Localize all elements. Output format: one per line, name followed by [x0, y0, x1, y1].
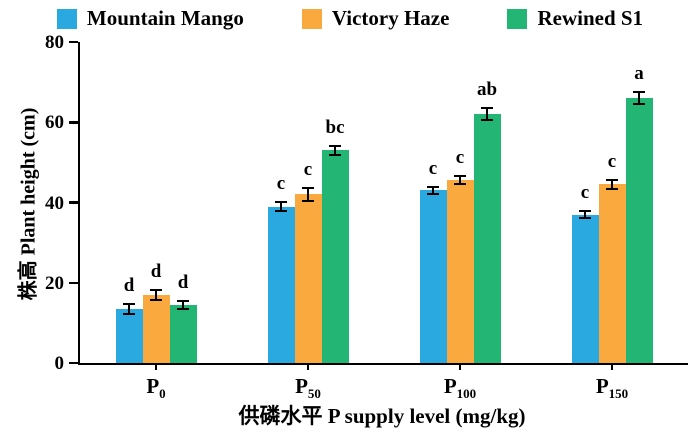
error-bar-cap	[275, 200, 287, 203]
significance-letter: bc	[325, 116, 345, 138]
legend-swatch-icon	[56, 8, 77, 29]
bar-rewined-s1	[169, 304, 197, 363]
bar-rewined-s1	[473, 114, 501, 363]
error-bar	[307, 188, 309, 201]
bar-victory-haze	[598, 184, 626, 363]
bar-mountain-mango	[115, 308, 143, 363]
x-tick-label: P0	[146, 374, 166, 402]
significance-letter: c	[303, 159, 313, 181]
error-bar-cap	[579, 210, 591, 213]
legend-label: Rewined S1	[537, 6, 644, 30]
legend-swatch-icon	[301, 8, 322, 29]
bar-mountain-mango	[419, 190, 447, 363]
plot-area: 0 20 40 60 80 P0 d d d P50 c c bc P100 c c ab P150 c c a	[45, 33, 688, 401]
error-bar-cap	[606, 178, 618, 181]
y-tick-mark	[69, 201, 78, 204]
error-bar-cap	[633, 91, 645, 94]
x-tick-mark	[306, 363, 310, 370]
error-bar-cap	[454, 183, 466, 186]
error-bar-cap	[454, 175, 466, 178]
y-tick-mark	[69, 281, 78, 284]
error-bar-cap	[123, 312, 135, 315]
significance-letter: c	[455, 147, 465, 169]
error-bar-cap	[427, 192, 439, 195]
error-bar-cap	[302, 187, 314, 190]
significance-letter: d	[177, 271, 189, 293]
error-bar-cap	[427, 186, 439, 189]
legend-label: Mountain Mango	[86, 6, 244, 30]
bar-rewined-s1	[321, 150, 349, 363]
significance-letter: d	[150, 260, 162, 282]
x-tick-mark	[154, 363, 158, 370]
error-bar-cap	[329, 154, 341, 157]
bar-victory-haze	[446, 180, 474, 363]
bar-mountain-mango	[267, 206, 295, 363]
y-tick-label: 20	[45, 272, 64, 294]
error-bar	[182, 300, 184, 309]
error-bar-cap	[481, 119, 493, 122]
significance-letter: ab	[476, 79, 498, 101]
x-tick-mark	[610, 363, 614, 370]
error-bar	[459, 176, 461, 185]
error-bar-cap	[633, 103, 645, 106]
error-bar-cap	[579, 216, 591, 219]
error-bar	[155, 289, 157, 300]
error-bar-cap	[177, 299, 189, 302]
error-bar-cap	[150, 288, 162, 291]
error-bar	[486, 108, 488, 121]
legend-swatch-icon	[507, 8, 528, 29]
y-tick-label: 40	[45, 192, 64, 214]
x-tick-label: P100	[443, 374, 477, 402]
error-bar-cap	[606, 188, 618, 191]
error-bar	[638, 92, 640, 105]
significance-letter: c	[580, 182, 590, 204]
significance-letter: c	[428, 158, 438, 180]
error-bar-cap	[329, 144, 341, 147]
y-tick-label: 60	[45, 112, 64, 134]
error-bar	[334, 145, 336, 156]
error-bar-cap	[123, 303, 135, 306]
error-bar	[128, 304, 130, 314]
significance-letter: d	[123, 275, 135, 297]
error-bar	[584, 211, 586, 218]
x-tick-label: P50	[295, 374, 321, 402]
significance-letter: c	[607, 150, 617, 172]
error-bar	[280, 201, 282, 212]
x-axis-label: 供磷水平 P supply level (mg/kg)	[238, 404, 526, 428]
error-bar-cap	[275, 210, 287, 213]
y-tick-mark	[69, 121, 78, 124]
error-bar-cap	[177, 307, 189, 310]
significance-letter: a	[634, 63, 644, 85]
bar-victory-haze	[294, 194, 322, 363]
legend-label: Victory Haze	[331, 6, 450, 30]
bar-mountain-mango	[571, 214, 599, 363]
legend-item: Victory Haze	[301, 6, 450, 31]
y-tick-label: 80	[45, 32, 64, 53]
x-tick-label: P150	[595, 374, 629, 402]
bar-rewined-s1	[625, 98, 653, 363]
error-bar-cap	[302, 199, 314, 202]
significance-letter: c	[276, 172, 286, 194]
y-tick-mark	[69, 361, 78, 365]
chart-legend: Mountain Mango Victory Haze Rewined S1	[0, 6, 700, 31]
error-bar	[432, 187, 434, 194]
error-bar	[611, 179, 613, 190]
legend-item: Mountain Mango	[56, 6, 244, 31]
y-tick-label: 0	[54, 353, 65, 374]
y-axis-label: 株高 Plant height (cm)	[17, 107, 40, 301]
bar-victory-haze	[142, 294, 170, 363]
x-tick-mark	[458, 363, 462, 370]
legend-item: Rewined S1	[507, 6, 643, 31]
y-tick-mark	[69, 40, 78, 44]
error-bar-cap	[481, 107, 493, 110]
error-bar-cap	[150, 298, 162, 301]
